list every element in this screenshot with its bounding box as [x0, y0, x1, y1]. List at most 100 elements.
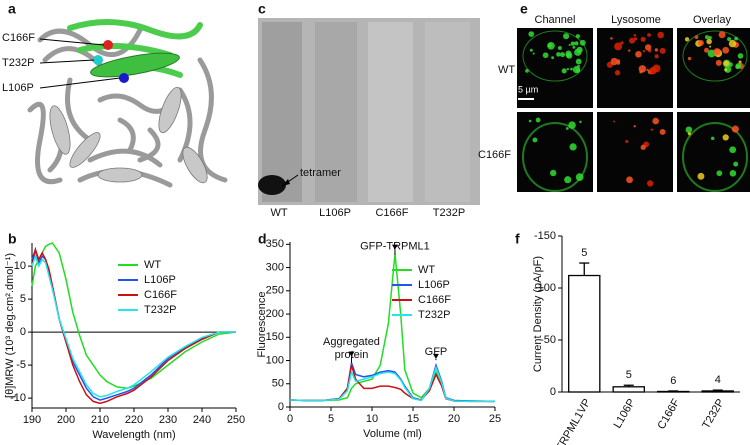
y-tick-label: 0 — [278, 401, 284, 413]
fluorescent-spot — [563, 33, 570, 40]
fluorescent-spot — [566, 67, 570, 71]
fluorescent-spot — [633, 37, 638, 41]
scale-bar-label: 5 µm — [518, 84, 538, 94]
fluorescent-spot — [731, 125, 739, 133]
panel-letter: c — [258, 1, 266, 17]
panel-letter: d — [258, 231, 267, 247]
panel-letter: f — [515, 231, 520, 247]
fluorescent-spot — [718, 31, 726, 39]
y-tick-label: 5 — [20, 293, 26, 305]
fluorescent-spot — [652, 117, 659, 125]
fluorescent-spot — [579, 120, 582, 124]
lane-label: WT — [270, 207, 287, 219]
fluorescent-spot — [685, 126, 693, 134]
fluorescent-spot — [633, 125, 636, 128]
data-line — [31, 242, 237, 389]
fluorescent-spot — [738, 60, 742, 64]
image-tile — [517, 28, 593, 108]
fluorescent-spot — [639, 70, 643, 74]
legend-label: WT — [144, 259, 161, 271]
fluorescent-spot — [532, 52, 535, 55]
y-tick-label: 150 — [266, 331, 284, 343]
fluorescent-spot — [575, 34, 580, 39]
fluorescent-spot — [568, 121, 576, 129]
fluorescent-spot — [576, 46, 583, 53]
legend-label: L106P — [144, 274, 176, 286]
fluorescent-spot — [640, 36, 646, 42]
column-label: Overlay — [693, 14, 731, 26]
data-line — [31, 253, 236, 398]
fluorescent-spot — [528, 31, 535, 37]
structure-image — [27, 19, 228, 188]
fluorescent-spot — [650, 128, 654, 131]
fluorescent-spot — [650, 71, 654, 75]
x-tick-label: TRPML1VP — [554, 397, 593, 445]
legend-label: C166F — [418, 294, 451, 306]
x-axis-title: Wavelength (nm) — [92, 429, 175, 441]
fluorescent-spot — [647, 180, 654, 187]
fluorescent-spot — [703, 47, 709, 53]
fluorescent-spot — [713, 48, 721, 56]
fluorescent-spot — [735, 64, 740, 69]
x-tick-label: 220 — [125, 414, 143, 426]
fluorescent-spot — [610, 57, 619, 66]
fluorescent-spot — [574, 41, 579, 46]
fluorescent-spot — [570, 41, 575, 46]
fluorescent-spot — [560, 52, 566, 58]
fluorescent-spot — [737, 53, 744, 59]
fluorescent-spot — [570, 67, 573, 71]
fluorescent-spot — [556, 52, 561, 57]
lane-label: C166F — [375, 207, 408, 219]
y-tick-label: -10 — [10, 392, 26, 404]
column-label: Channel — [535, 14, 576, 26]
fluorescent-spot — [528, 119, 532, 123]
bar — [568, 274, 601, 393]
fluorescent-spot — [727, 37, 732, 42]
y-tick-label: -100 — [534, 282, 556, 294]
fluorescent-spot — [628, 49, 631, 52]
fluorescent-spot — [722, 134, 729, 141]
x-tick-label: 15 — [407, 413, 419, 425]
fluorescent-spot — [709, 45, 712, 48]
fluorescent-spot — [579, 39, 586, 46]
fluorescent-spot — [697, 172, 705, 180]
annotation: Aggregated — [323, 336, 380, 348]
fluorescent-spot — [616, 59, 621, 63]
microscopy-images — [517, 28, 750, 192]
y-axis-title: Fluorescence — [256, 291, 268, 357]
annotation: GFP — [425, 346, 448, 358]
data-line — [289, 362, 496, 403]
legend-label: C166F — [144, 289, 177, 301]
gel-annotation: tetramer — [300, 167, 341, 179]
y-tick-label: 200 — [266, 308, 284, 320]
fluorescent-spot — [557, 46, 562, 51]
fluorescent-spot — [687, 132, 691, 136]
fluorescent-spot — [633, 33, 637, 37]
x-tick-label: T232P — [700, 397, 727, 431]
row-label: C166F — [478, 149, 511, 161]
fluorescent-spot — [654, 54, 659, 59]
fluorescent-spot — [659, 129, 666, 135]
fluorescent-spot — [568, 43, 571, 47]
fluorescent-spot — [572, 65, 581, 74]
fluorescent-spot — [642, 49, 646, 53]
x-tick-label: 250 — [227, 414, 245, 426]
fluorescent-spot — [551, 56, 555, 60]
mutation-label: T232P — [2, 57, 34, 69]
fluorescent-spot — [647, 33, 651, 37]
fluorescent-spot — [565, 127, 569, 130]
cell-outline — [682, 30, 748, 82]
panel-letter: a — [8, 1, 16, 17]
y-tick-label: 10 — [14, 260, 26, 272]
fluorescent-spot — [620, 41, 624, 45]
fluorescent-spot — [532, 137, 538, 143]
fluorescent-spot — [614, 42, 623, 51]
y-axis-title: Current Density (pA/pF) — [532, 256, 544, 372]
annotation-arrowhead — [348, 351, 355, 357]
column-label: Lysosome — [611, 14, 661, 26]
mutation-label: C166F — [2, 32, 35, 44]
y-tick-label: -5 — [16, 359, 26, 371]
fluorescent-spot — [708, 35, 712, 40]
x-tick-label: 230 — [159, 414, 177, 426]
data-line — [289, 253, 496, 403]
